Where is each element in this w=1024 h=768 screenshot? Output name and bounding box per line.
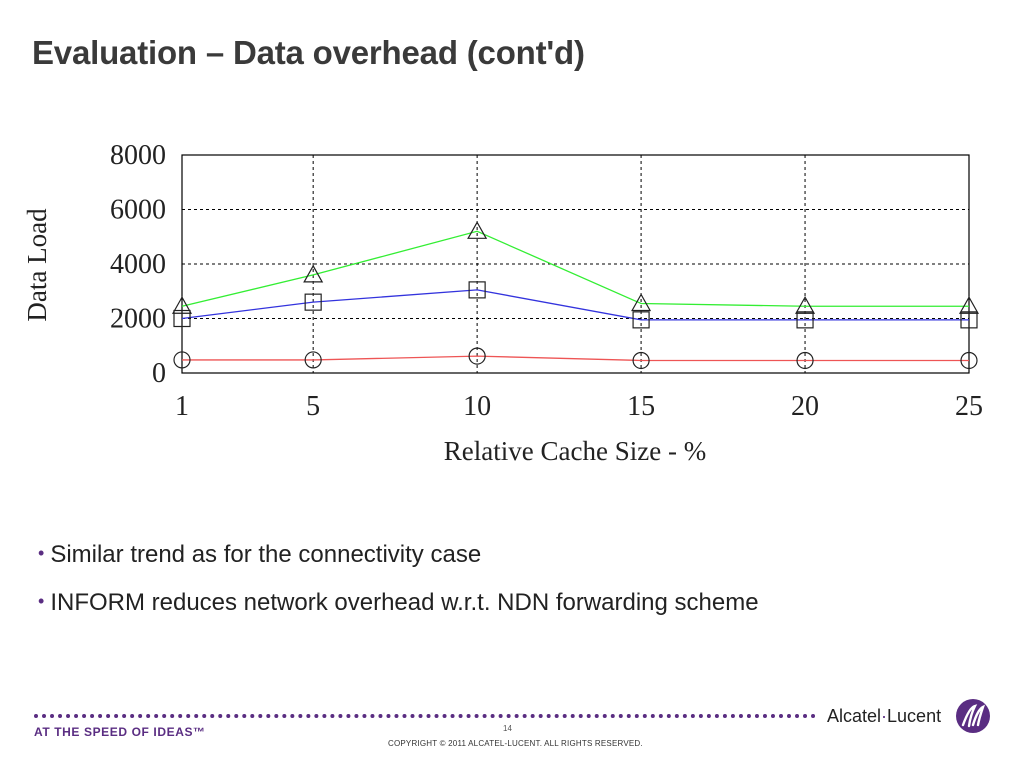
data-point-triangle [795, 296, 816, 314]
y-tick-label: 4000 [110, 249, 166, 280]
data-point-square [468, 281, 486, 299]
bullet-text: INFORM reduces network overhead w.r.t. N… [50, 589, 759, 616]
data-point-triangle [467, 221, 488, 239]
series-line-square [181, 289, 969, 321]
y-tick-label: 8000 [110, 140, 166, 171]
data-point-square [632, 311, 650, 329]
data-point-circle [304, 351, 322, 369]
chart-series [171, 221, 980, 370]
data-point-square [173, 309, 191, 328]
data-point-circle [632, 351, 650, 370]
bullet-item: • Similar trend as for the connectivity c… [38, 541, 759, 569]
bullet-icon: • [38, 591, 45, 611]
series-line-circle [182, 355, 969, 362]
alcatel-lucent-logo-icon [956, 699, 990, 733]
y-tick-label: 0 [152, 358, 166, 389]
data-point-triangle [303, 264, 324, 283]
x-axis-label: Relative Cache Size - % [444, 436, 706, 466]
series-line-triangle [181, 230, 969, 307]
bullet-icon: • [38, 543, 45, 563]
brand-wordmark: Alcatel·Lucent [827, 706, 941, 727]
x-tick-label: 20 [791, 391, 819, 422]
data-point-circle [796, 351, 814, 370]
data-point-circle [173, 351, 191, 369]
x-tick-label: 15 [627, 391, 655, 422]
brand-name-right: Lucent [887, 706, 942, 726]
x-tick-label: 10 [463, 391, 491, 422]
copyright-notice: COPYRIGHT © 2011 ALCATEL-LUCENT. ALL RIG… [388, 739, 643, 748]
bullet-item: • INFORM reduces network overhead w.r.t. … [38, 589, 759, 617]
slide-title: Evaluation – Data overhead (cont'd) [32, 34, 585, 71]
y-tick-label: 2000 [110, 304, 166, 335]
data-point-triangle [958, 296, 980, 314]
bullet-list: • Similar trend as for the connectivity c… [38, 541, 759, 637]
y-axis-label: Data Load [22, 208, 52, 322]
y-tick-label: 6000 [110, 195, 166, 226]
data-point-circle [960, 351, 978, 370]
bullet-text: Similar trend as for the connectivity ca… [50, 541, 482, 568]
footer-divider [34, 714, 816, 718]
data-point-circle [468, 347, 486, 365]
data-point-triangle [171, 296, 193, 314]
plot-frame [181, 154, 970, 374]
x-tick-label: 5 [306, 391, 320, 422]
data-point-square [304, 293, 322, 311]
footer-tagline: AT THE SPEED OF IDEAS™ [34, 725, 206, 739]
brand-separator: · [881, 706, 888, 726]
brand-name-left: Alcatel [827, 706, 882, 726]
data-point-square [796, 311, 814, 329]
page-number: 14 [503, 724, 512, 733]
x-tick-label: 1 [175, 391, 189, 422]
x-tick-label: 25 [955, 391, 983, 422]
chart-grid [182, 155, 969, 373]
data-point-square [960, 311, 978, 329]
data-point-triangle [631, 293, 652, 312]
